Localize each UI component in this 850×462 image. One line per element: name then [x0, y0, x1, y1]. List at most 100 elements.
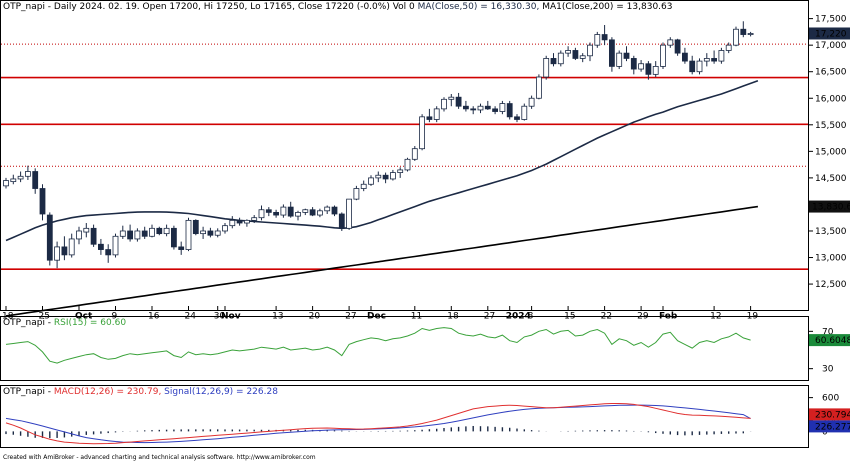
candle: [17, 171, 24, 183]
candle: [470, 106, 477, 115]
candle: [609, 37, 615, 72]
candle: [331, 205, 338, 217]
candle-body: [141, 230, 148, 237]
candle: [389, 169, 396, 181]
candle-body: [68, 238, 75, 256]
candle-body: [338, 213, 345, 229]
candle-body: [630, 58, 637, 70]
candle-body: [178, 246, 185, 250]
candle-body: [740, 28, 747, 35]
candle: [3, 177, 9, 189]
candle: [484, 100, 491, 110]
price-header-prefix: OTP_napi - Daily 2024. 02. 19. Open 1720…: [3, 2, 418, 12]
candle: [652, 61, 659, 78]
candle: [10, 174, 17, 185]
candle: [316, 208, 323, 218]
xtick-label: Nov: [221, 312, 241, 322]
candle-body: [258, 209, 265, 219]
candle-body: [484, 105, 491, 110]
candle: [258, 205, 265, 221]
candle: [200, 226, 207, 239]
candle: [98, 238, 104, 255]
candle-body: [601, 34, 608, 41]
candle-body: [389, 172, 396, 180]
ma50-legend: MA(Close,50) = 16,330.30,: [418, 2, 543, 12]
candle: [251, 215, 258, 224]
price-ytick-label: 17,000: [815, 41, 847, 51]
candle: [601, 24, 608, 46]
candle-body: [565, 50, 571, 54]
xtick-label: 11: [411, 312, 422, 322]
candle-body: [24, 171, 31, 177]
macd-header: OTP_napi - MACD(12,26) = 230.79, Signal(…: [3, 387, 278, 397]
rsi-line: [5, 327, 751, 364]
candle-body: [462, 105, 469, 110]
candle: [565, 46, 571, 57]
candle-body: [273, 211, 280, 216]
candle-body: [243, 219, 250, 224]
last-price-badge: [809, 27, 850, 40]
candle: [579, 53, 586, 63]
candle: [178, 241, 185, 255]
candle: [623, 46, 630, 62]
xtick-label: 29: [637, 312, 649, 322]
candle-body: [587, 44, 593, 57]
candle-body: [492, 108, 499, 112]
candle-body: [149, 227, 155, 237]
candle-body: [83, 227, 90, 233]
last-price-label: 17,220: [815, 29, 847, 39]
candle: [514, 114, 520, 123]
candle-body: [200, 230, 207, 235]
macd-value-label: 230.794: [815, 410, 850, 420]
candle-body: [207, 230, 214, 236]
candle-body: [32, 171, 39, 189]
candle-body: [747, 33, 754, 35]
candle: [61, 236, 68, 261]
candle: [740, 21, 747, 38]
candle-body: [426, 116, 433, 120]
price-ytick-label: 14,500: [815, 174, 847, 184]
candle-body: [324, 206, 331, 212]
candle: [557, 50, 564, 67]
candle: [630, 55, 637, 75]
xtick-label: 27: [345, 312, 356, 322]
candle: [433, 106, 440, 123]
candle: [411, 146, 418, 161]
candle: [83, 223, 90, 238]
candle-body: [98, 243, 104, 250]
macd-ytick-label: 600: [822, 394, 839, 404]
candle: [404, 157, 411, 172]
ma200-legend: MA1(Close,200) = 13,830.63: [542, 2, 672, 12]
xtick-label: 22: [601, 312, 612, 322]
candle: [309, 207, 316, 217]
rsi-value-label: 60.6048: [815, 336, 850, 346]
xtick-label: Oct: [75, 312, 93, 322]
candle: [543, 55, 550, 80]
candle-body: [134, 230, 141, 240]
candle: [149, 224, 155, 238]
xtick-label: 15: [564, 312, 575, 322]
candle-body: [725, 44, 732, 51]
candle: [127, 224, 133, 242]
candle-body: [718, 50, 725, 62]
candle-body: [579, 55, 586, 59]
xtick-label: 2024: [506, 312, 531, 322]
candle-body: [711, 58, 717, 62]
candle: [689, 55, 696, 75]
candle-body: [112, 235, 119, 256]
candle: [76, 226, 82, 245]
candle: [39, 184, 46, 221]
candle: [448, 94, 455, 107]
candle: [594, 31, 601, 48]
candle-body: [682, 52, 688, 62]
candle-body: [214, 230, 221, 236]
candle-body: [127, 230, 133, 240]
candle: [353, 185, 360, 201]
price-ytick-label: 12,500: [815, 280, 847, 290]
candle-body: [222, 225, 228, 232]
candle-body: [156, 227, 163, 235]
ma200-value-badge: [809, 200, 850, 213]
candle: [521, 103, 528, 121]
price-ytick-label: 15,500: [815, 121, 847, 131]
